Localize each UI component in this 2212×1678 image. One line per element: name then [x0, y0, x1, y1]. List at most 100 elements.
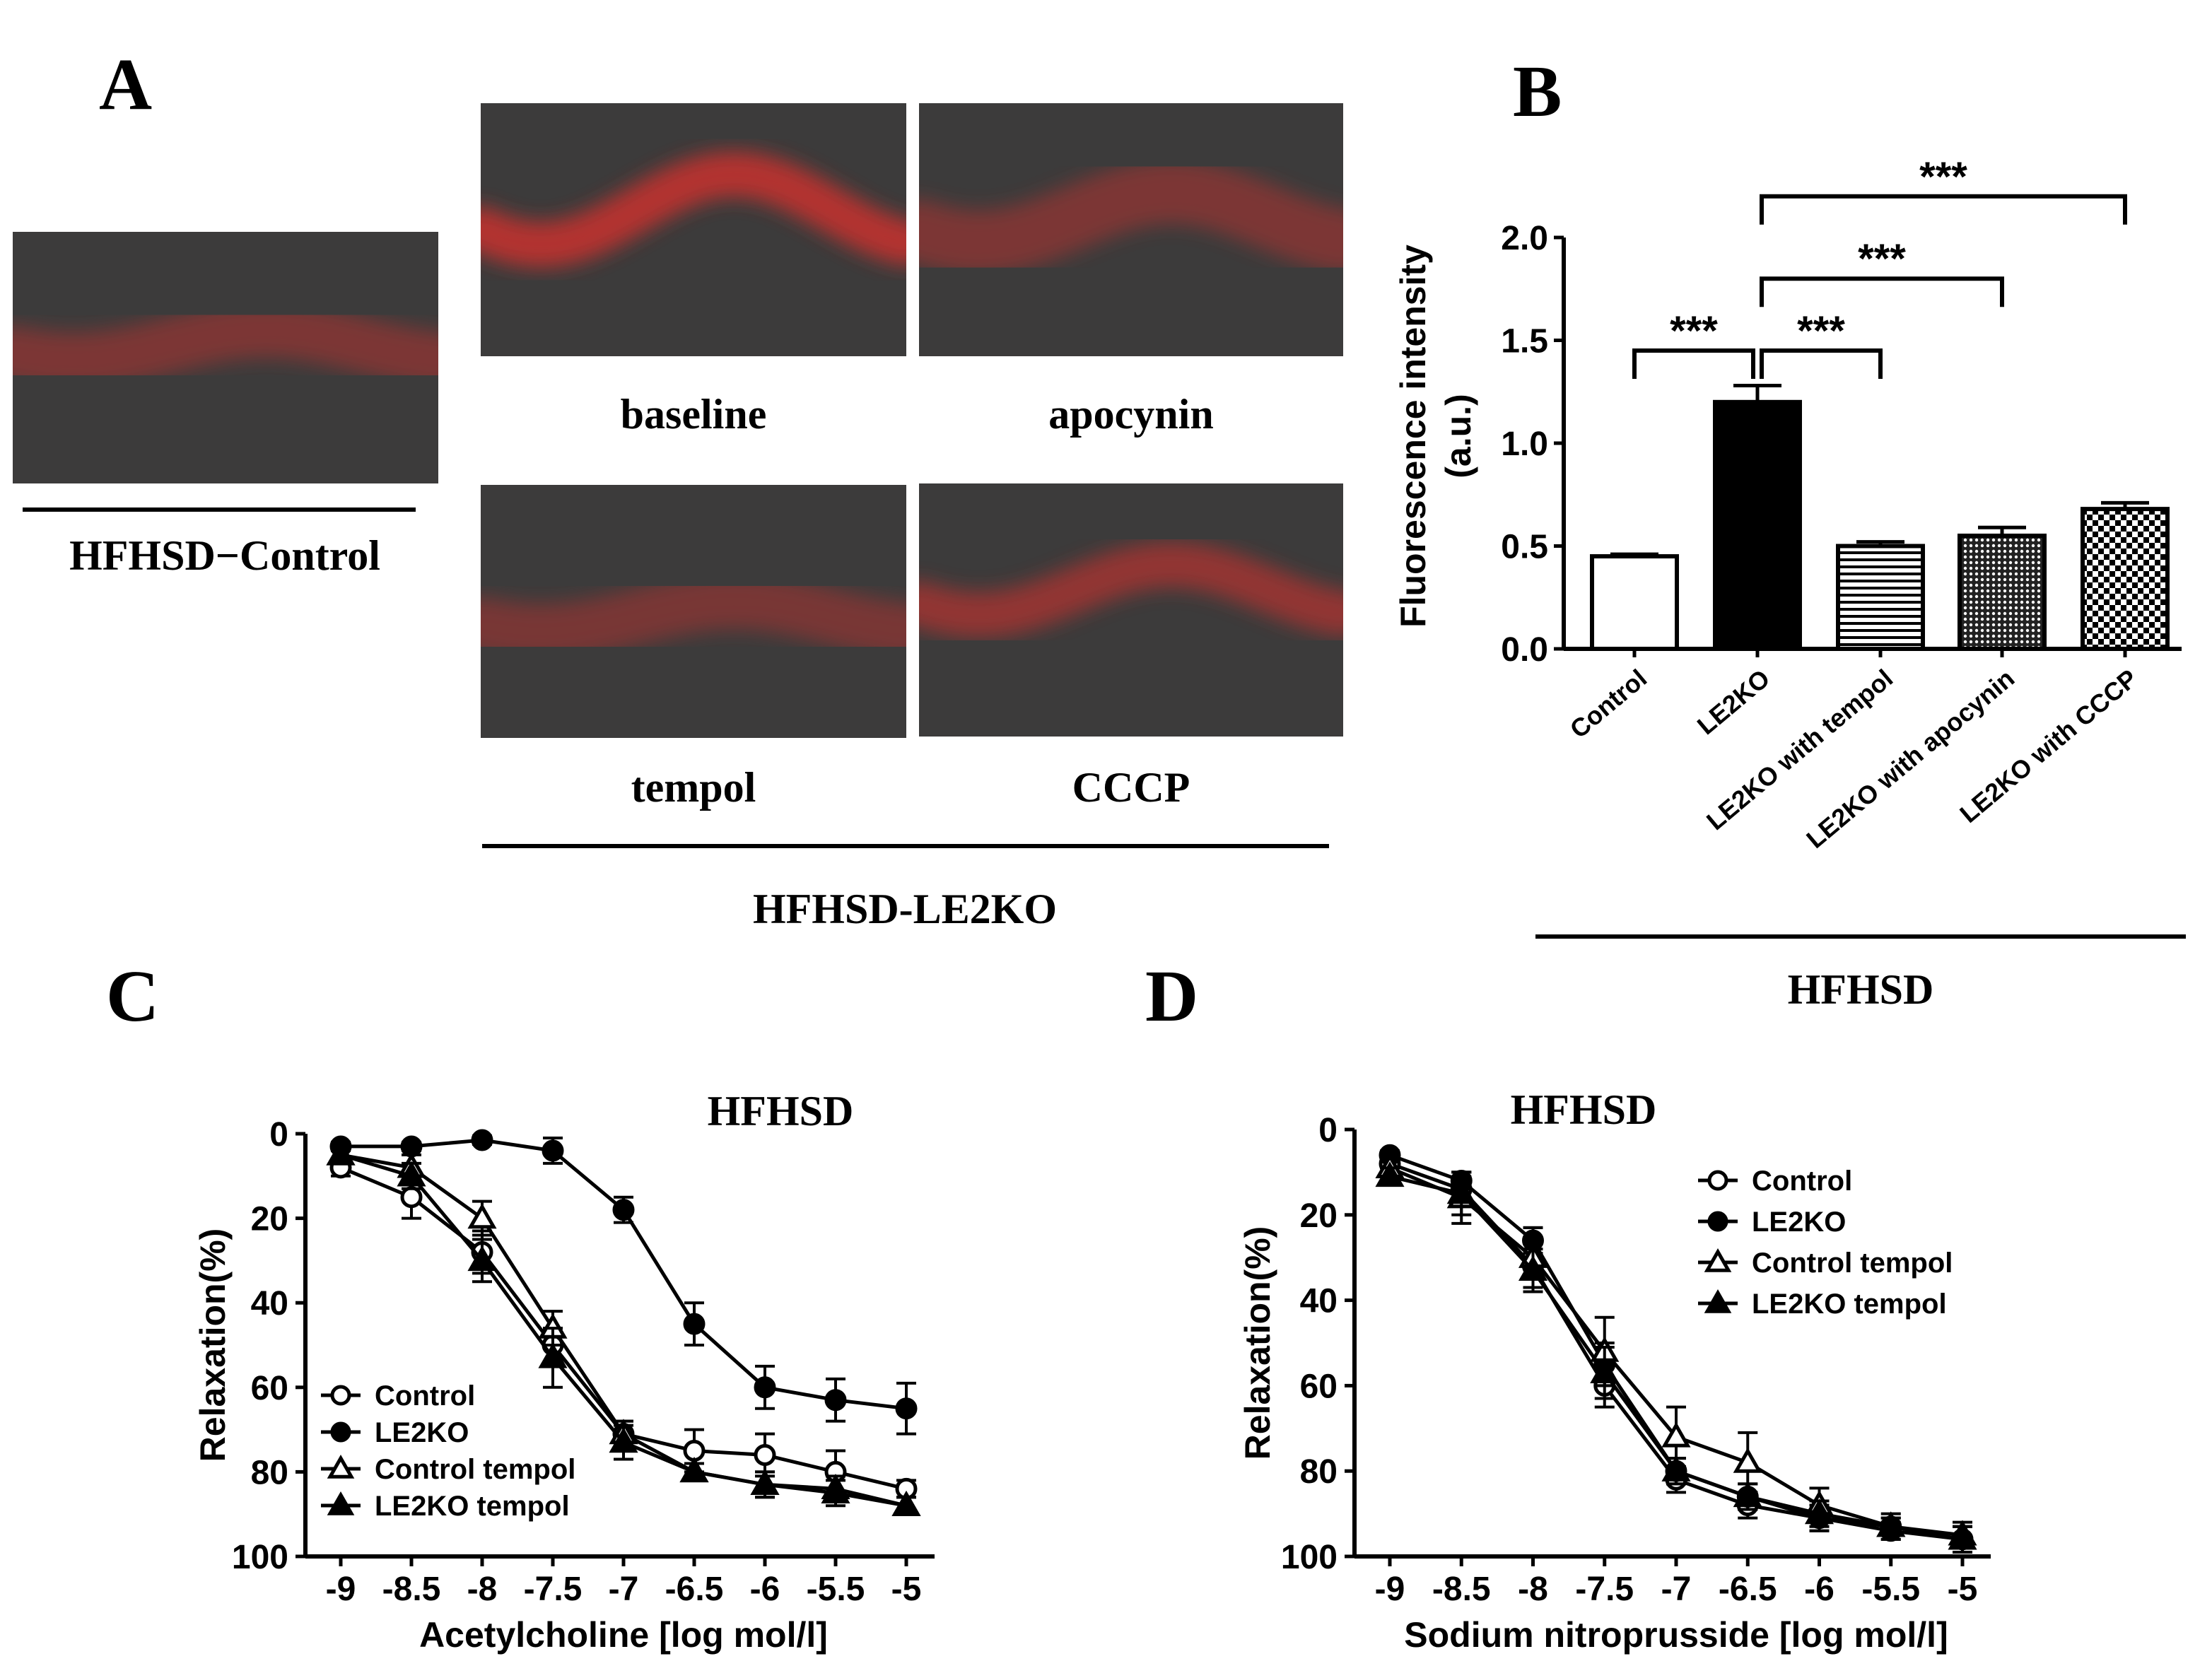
d-y-tick-label: 100: [1281, 1539, 1338, 1576]
cccp-micrograph-svg: [919, 483, 1343, 737]
c-series-le2ko-tempol: [326, 1139, 921, 1516]
d-data-point: [1446, 1178, 1476, 1204]
c-y-tick-label: 20: [251, 1201, 288, 1238]
d-data-point: [1948, 1524, 1977, 1550]
c-data-point: [467, 1203, 497, 1229]
significance-bracket: [1760, 348, 1883, 380]
label-baseline: baseline: [620, 391, 767, 438]
b-y-tick-label: 2.0: [1501, 220, 1548, 257]
c-data-point: [471, 1129, 493, 1151]
control-group-label: HFHSD−Control: [69, 532, 380, 579]
panel-b-group-label: HFHSD: [1787, 966, 1934, 1013]
c-x-tick-label: -6: [750, 1571, 780, 1608]
d-series-le2ko-tempol: [1375, 1161, 1977, 1554]
c-chart-title: HFHSD: [708, 1088, 854, 1134]
baseline-stain-band: [481, 151, 906, 268]
d-x-tick-label: -8.5: [1432, 1571, 1491, 1608]
significance-label: ***: [1858, 236, 1906, 282]
significance-label: ***: [1919, 154, 1967, 200]
d-x-tick-label: -5: [1948, 1571, 1978, 1608]
c-data-point: [683, 1313, 706, 1335]
c-data-point: [895, 1397, 918, 1420]
panel-b-letter: B: [1513, 51, 1562, 132]
micrograph-baseline: [481, 103, 906, 356]
d-x-tick-label: -6: [1804, 1571, 1834, 1608]
c-legend-marker: [327, 1454, 355, 1479]
d-y-tick-label: 20: [1300, 1197, 1338, 1235]
b-y-tick-label: 0.5: [1501, 529, 1548, 566]
c-y-axis-title: Relaxation(%): [193, 1228, 233, 1462]
c-x-tick-label: -7: [609, 1571, 639, 1608]
c-data-point: [609, 1427, 638, 1453]
d-x-tick-label: -7.5: [1575, 1571, 1634, 1608]
c-data-point: [750, 1469, 780, 1496]
d-data-point: [1733, 1482, 1762, 1508]
c-data-point: [326, 1139, 356, 1166]
significance-bracket: [1760, 194, 2127, 225]
c-legend-label: LE2KO tempol: [375, 1491, 570, 1522]
apocynin-micrograph-svg: [919, 103, 1343, 356]
c-x-tick-label: -5.5: [807, 1571, 865, 1608]
c-legend-marker: [330, 1421, 351, 1443]
c-data-point: [679, 1457, 709, 1483]
c-y-tick-label: 60: [251, 1370, 288, 1407]
significance-label: ***: [1670, 308, 1718, 354]
d-legend-label: Control tempol: [1752, 1248, 1953, 1279]
d-data-point: [1876, 1511, 1906, 1537]
control-stain-band: [13, 302, 438, 388]
micrograph-apocynin: [919, 103, 1343, 356]
control-underline: [23, 507, 416, 512]
panel-c-letter: C: [106, 956, 160, 1037]
tempol-stain-band: [481, 573, 906, 659]
d-data-point: [1590, 1357, 1620, 1383]
d-x-tick-label: -7: [1661, 1571, 1692, 1608]
d-y-axis-title: Relaxation(%): [1238, 1226, 1277, 1460]
significance-label: ***: [1797, 308, 1845, 354]
hfhsd-underline: [1535, 934, 2186, 939]
d-legend-label: Control: [1752, 1166, 1852, 1197]
c-x-tick-label: -5: [891, 1571, 922, 1608]
panel-a-letter: A: [99, 44, 153, 125]
micrograph-cccp: [919, 483, 1343, 737]
significance-bracket: [1760, 276, 2004, 307]
c-legend-label: Control: [375, 1380, 475, 1412]
d-legend-marker: [1704, 1289, 1732, 1313]
c-x-tick-label: -7.5: [524, 1571, 583, 1608]
d-x-tick-label: -5.5: [1861, 1571, 1920, 1608]
le2ko-group-label: HFHSD-LE2KO: [752, 886, 1058, 932]
micrograph-control: [13, 232, 438, 483]
d-data-point: [1804, 1498, 1834, 1525]
d-y-tick-label: 80: [1300, 1453, 1338, 1491]
c-data-point: [467, 1245, 497, 1272]
c-data-point: [824, 1389, 847, 1412]
cccp-stain-band: [919, 541, 1343, 638]
d-y-tick-label: 0: [1318, 1112, 1338, 1149]
b-y-tick-label: 0.0: [1501, 631, 1548, 669]
c-x-axis-title: Acetylcholine [log mol/l]: [419, 1615, 828, 1655]
control-micrograph-svg: [13, 232, 438, 483]
b-y-tick-label: 1.0: [1501, 426, 1548, 463]
c-legend-label: Control tempol: [375, 1454, 575, 1485]
apocynin-stain-band: [919, 160, 1343, 274]
bar: [2081, 507, 2170, 651]
le2ko-underline: [482, 844, 1329, 848]
c-data-point: [821, 1478, 850, 1503]
c-legend-label: LE2KO: [375, 1417, 469, 1448]
d-chart-title: HFHSD: [1511, 1086, 1657, 1133]
c-y-tick-label: 0: [269, 1116, 288, 1154]
c-data-point: [397, 1161, 426, 1187]
c-data-point: [538, 1342, 568, 1368]
d-legend-label: LE2KO: [1752, 1207, 1846, 1238]
d-data-point: [1733, 1447, 1762, 1473]
c-data-point: [891, 1490, 921, 1516]
c-y-tick-label: 100: [232, 1539, 288, 1576]
d-x-tick-label: -9: [1375, 1571, 1405, 1608]
d-legend-label: LE2KO tempol: [1752, 1289, 1947, 1320]
tempol-micrograph-svg: [481, 485, 906, 738]
d-x-tick-label: -8: [1518, 1571, 1548, 1608]
bar: [1713, 399, 1802, 651]
d-x-axis-title: Sodium nitroprusside [log mol/l]: [1404, 1615, 1948, 1655]
